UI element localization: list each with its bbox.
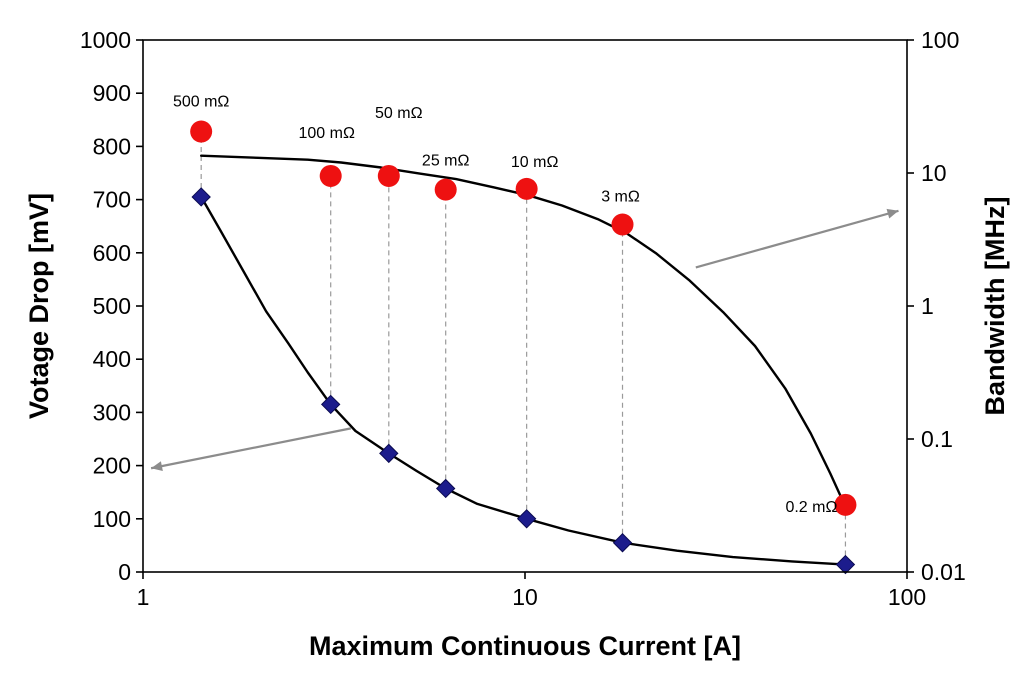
voltage-trend-line [199, 195, 847, 566]
y-axis-right-title: Bandwidth [MHz] [980, 197, 1010, 416]
axis-arrows [150, 208, 899, 472]
y-right-tick-label: 1 [921, 293, 934, 319]
y-right-tick-label: 100 [921, 27, 959, 53]
data-markers [190, 120, 857, 575]
y-right-tick-label: 0.01 [921, 559, 966, 585]
y-left-tick-label: 0 [118, 559, 131, 585]
point-labels: 500 mΩ 100 mΩ 50 mΩ 25 mΩ 10 mΩ 3 mΩ 0.2 mΩ [173, 94, 838, 516]
y-right-tick-label: 10 [921, 160, 947, 186]
resistance-label: 50 mΩ [375, 105, 423, 122]
y-left-tick-label: 900 [93, 80, 131, 106]
bandwidth-circle-marker [611, 213, 634, 236]
voltage-diamond-marker [320, 394, 341, 415]
arrow-shaft [695, 209, 899, 269]
voltage-diamond-marker [835, 554, 856, 575]
y-left-tick-label: 400 [93, 346, 131, 372]
bandwidth-circle-marker [515, 177, 538, 200]
voltage-diamond-marker [516, 509, 537, 529]
y-left-tick-label: 600 [93, 240, 131, 266]
bandwidth-trend-line [199, 154, 847, 508]
bandwidth-circle-marker [834, 493, 857, 516]
resistance-label: 25 mΩ [422, 153, 470, 170]
y-left-tick-label: 200 [93, 453, 131, 479]
y-left-tick-label: 1000 [80, 27, 131, 53]
resistance-label: 0.2 mΩ [785, 499, 837, 516]
arrow-shaft [150, 427, 352, 470]
x-axis-title: Maximum Continuous Current [A] [309, 631, 741, 661]
y-right-tick-label: 0.1 [921, 426, 953, 452]
plot-frame [142, 39, 908, 573]
x-tick-label: 10 [512, 584, 538, 610]
trend-lines [199, 154, 847, 566]
axis-ticks: 0 100 200 300 400 500 600 700 800 900 1000 0.01 0.1 1… [80, 27, 966, 610]
arrow-head [886, 208, 899, 219]
arrow-head [151, 461, 163, 472]
resistance-label: 3 mΩ [601, 188, 640, 205]
voltage-diamond-marker [435, 478, 456, 499]
y-left-tick-label: 300 [93, 399, 131, 425]
resistance-label: 500 mΩ [173, 94, 229, 111]
y-axis-left-title: Votage Drop [mV] [24, 193, 54, 419]
bandwidth-circle-marker [319, 164, 342, 187]
y-left-tick-label: 800 [93, 133, 131, 159]
voltage-diamond-marker [612, 533, 633, 553]
resistance-label: 100 mΩ [298, 125, 354, 142]
voltage-diamond-marker [379, 443, 399, 464]
resistance-label: 10 mΩ [511, 154, 559, 171]
y-left-tick-label: 700 [93, 187, 131, 213]
bandwidth-circle-marker [377, 164, 400, 187]
voltage-diamond-marker [191, 187, 211, 207]
bandwidth-circle-marker [434, 178, 457, 201]
x-tick-label: 100 [888, 584, 926, 610]
y-left-tick-label: 100 [93, 506, 131, 532]
y-left-tick-label: 500 [93, 293, 131, 319]
bandwidth-circle-marker [190, 120, 213, 143]
x-tick-label: 1 [137, 584, 150, 610]
